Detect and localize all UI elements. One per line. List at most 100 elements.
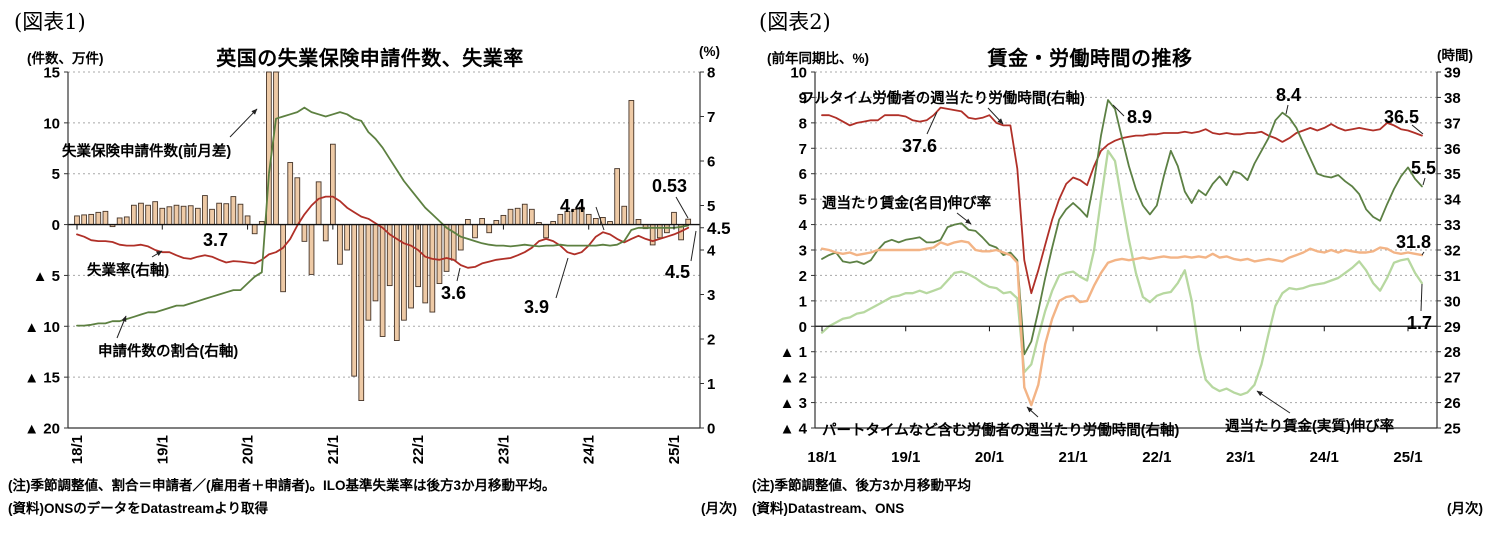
bar — [194, 207, 201, 226]
y-left-tick-label: 8 — [799, 115, 807, 132]
bar — [507, 208, 514, 226]
figure2-callout-8.9: 8.9 — [1127, 107, 1153, 127]
y-left-tick-label: 10 — [43, 115, 60, 132]
annotation-leader — [555, 257, 569, 299]
annotation-leader — [690, 230, 697, 262]
y-right-tick-label: 3 — [707, 287, 715, 304]
bar — [585, 213, 592, 226]
annotation-leader — [595, 206, 605, 231]
figure1-right-axis-unit: (%) — [699, 44, 720, 59]
x-tick-label: 18/1 — [807, 449, 836, 466]
bar — [621, 205, 628, 226]
y-left-tick-label: 15 — [43, 65, 60, 82]
bar — [429, 224, 436, 313]
figure2-callout-1.7: 1.7 — [1407, 313, 1433, 333]
y-left-tick-label: ▲ 1 — [780, 344, 807, 361]
y-right-tick-label: 5 — [707, 198, 715, 215]
bar — [138, 202, 144, 226]
bar — [322, 224, 329, 242]
bar — [479, 218, 485, 226]
y-right-tick-label: 0 — [707, 421, 715, 438]
bar — [351, 224, 358, 377]
bar — [166, 206, 173, 226]
bar — [244, 215, 251, 226]
bar — [656, 224, 663, 239]
x-tick-label: 19/1 — [154, 435, 171, 464]
bar — [81, 214, 87, 226]
x-tick-label: 20/1 — [975, 449, 1004, 466]
annotation-leader — [1026, 406, 1039, 418]
y-left-tick-label: ▲ 15 — [24, 370, 60, 387]
y-left-tick-label: ▲ 10 — [24, 319, 60, 336]
bar — [237, 203, 244, 226]
y-right-tick-label: 34 — [1444, 192, 1461, 209]
y-left-tick-label: 1 — [799, 293, 807, 310]
figure1-note-1: (注)季節調整値、割合＝申請者／(雇用者＋申請者)。ILO基準失業率は後方3か月… — [8, 478, 556, 493]
bar — [436, 224, 443, 285]
figure1-tag: (図表1) — [14, 10, 86, 34]
bar — [209, 208, 215, 226]
figure2-callout-8.4: 8.4 — [1276, 85, 1302, 105]
annotation-leader — [1421, 251, 1425, 256]
y-left-tick-label: 7 — [799, 141, 807, 158]
figure2-left-axis-unit: (前年同期比、%) — [767, 51, 869, 66]
y-right-tick-label: 29 — [1444, 319, 1461, 336]
bar — [95, 211, 102, 226]
y-left-tick-label: 5 — [52, 166, 60, 183]
figure2-fulltime-series-label: フルタイム労働者の週当たり労働時間(右軸) — [800, 91, 1085, 107]
y-right-tick-label: 8 — [707, 65, 715, 82]
bar — [543, 224, 549, 239]
annotation-leader — [956, 212, 972, 225]
y-left-tick-label: ▲ 2 — [780, 370, 807, 387]
x-tick-label: 22/1 — [410, 435, 427, 464]
annotation-leader — [1420, 283, 1423, 312]
bar — [365, 224, 372, 321]
annotation-leader — [926, 111, 938, 135]
figure1-note-2: (資料)ONSのデータをDatastreamより取得 — [8, 501, 269, 516]
annotation-leader — [151, 250, 163, 258]
bar — [294, 177, 301, 226]
y-right-tick-label: 6 — [707, 154, 715, 171]
y-right-tick-label: 36 — [1444, 141, 1461, 158]
annotation-leader — [1411, 124, 1424, 135]
bar — [422, 224, 429, 304]
y-left-tick-label: 2 — [799, 268, 807, 285]
y-left-tick-label: 6 — [799, 166, 807, 183]
bar — [116, 217, 123, 226]
x-tick-label: 23/1 — [495, 435, 512, 464]
figure2-realwage-series-label: 週当たり賃金(実質)伸び率 — [1225, 419, 1395, 435]
bar — [450, 224, 457, 261]
annotation-leader — [1112, 104, 1125, 117]
bar — [152, 201, 159, 226]
y-right-tick-label: 2 — [707, 332, 715, 349]
figure2-note-1: (注)季節調整値、後方3か月移動平均 — [752, 478, 971, 493]
figure2-title: 賃金・労働時間の推移 — [987, 48, 1193, 70]
bar — [393, 224, 400, 341]
annotation-leader — [116, 315, 127, 339]
bar — [123, 216, 130, 226]
bar — [528, 208, 535, 226]
figure1-left-axis-unit: (件数、万件) — [27, 51, 104, 66]
line-series-claims-ratio — [76, 106, 690, 327]
y-left-tick-label: 10 — [790, 65, 807, 82]
bar — [280, 224, 286, 293]
bar — [614, 168, 620, 226]
figure1-ratio-series-label: 申請件数の割合(右軸) — [98, 344, 239, 360]
bar — [88, 213, 95, 226]
y-left-tick-label: 4 — [799, 217, 808, 234]
x-tick-label: 25/1 — [666, 435, 683, 464]
figure1-callout-4.5: 4.5 — [665, 262, 691, 282]
y-right-tick-label: 30 — [1444, 293, 1461, 310]
y-right-tick-label: 27 — [1444, 370, 1461, 387]
annotation-leader — [229, 108, 258, 138]
bar — [408, 224, 414, 309]
figure2-callout-36.5: 36.5 — [1384, 107, 1420, 127]
bar — [202, 195, 208, 226]
y-right-tick-label: 35 — [1444, 166, 1461, 183]
bar — [74, 215, 80, 226]
y-right-tick-label: 33 — [1444, 217, 1461, 234]
bar — [443, 224, 450, 272]
bar — [330, 143, 336, 226]
figure2-right-axis-unit: (時間) — [1437, 48, 1473, 63]
